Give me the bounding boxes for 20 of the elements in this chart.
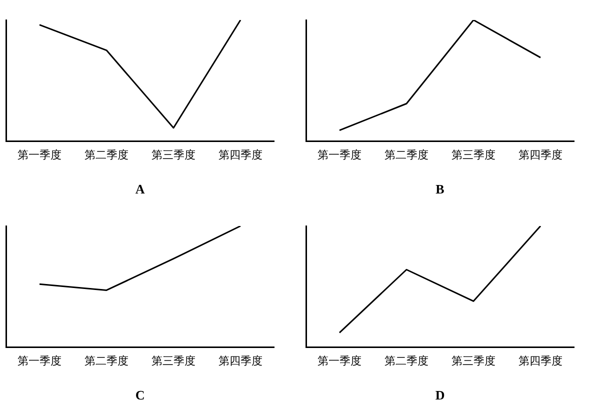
x-tick-label: 第一季度 [18,148,62,162]
x-tick-label: 第三季度 [452,354,496,368]
x-tick-label: 第四季度 [218,148,262,162]
x-tick-label: 第二季度 [84,354,128,368]
x-axis-title: C [135,388,145,403]
x-tick-label: 第一季度 [318,148,362,162]
x-tick-label: 第二季度 [384,354,428,368]
x-axis-title: A [135,182,146,197]
x-tick-label: 第三季度 [152,354,196,368]
x-tick-label: 第四季度 [518,148,562,162]
x-tick-label: 第四季度 [518,354,562,368]
x-tick-label: 第二季度 [384,148,428,162]
x-tick-label: 第一季度 [18,354,62,368]
x-axis-title: B [436,182,445,197]
x-tick-label: 第一季度 [318,354,362,368]
x-tick-label: 第二季度 [84,148,128,162]
x-tick-label: 第三季度 [152,148,196,162]
x-axis-title: D [435,388,445,403]
x-tick-label: 第四季度 [218,354,262,368]
x-tick-label: 第三季度 [452,148,496,162]
